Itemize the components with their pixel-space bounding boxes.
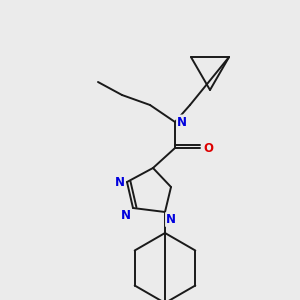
Text: O: O — [203, 142, 213, 154]
Text: N: N — [177, 116, 187, 128]
Text: N: N — [166, 213, 176, 226]
Text: N: N — [121, 209, 131, 222]
Text: N: N — [115, 176, 125, 188]
